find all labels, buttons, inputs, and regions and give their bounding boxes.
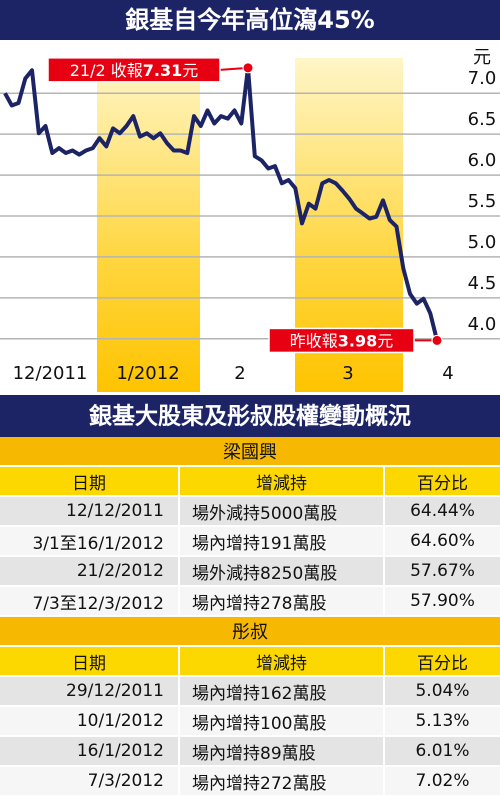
data-row: 10/1/2012 場內增持100萬股 5.13% — [0, 707, 500, 737]
price-line — [3, 65, 439, 341]
annotation-box — [268, 327, 415, 354]
title-bar — [0, 0, 500, 40]
y-tick-label: 6.5 — [468, 109, 497, 130]
y-tick-label: 4.0 — [468, 314, 497, 335]
column-header: 增減持 — [180, 467, 385, 497]
column-header: 增減持 — [180, 647, 385, 677]
month-band — [97, 58, 200, 392]
cell: 7/3至12/3/2012 — [0, 587, 180, 617]
cell: 場內增持89萬股 — [180, 737, 385, 767]
data-row: 29/12/2011 場內增持162萬股 5.04% — [0, 677, 500, 707]
chart-title: 銀基自今年高位瀉45% — [125, 6, 374, 34]
cell: 7/3/2012 — [0, 767, 180, 797]
section-row: 彤叔 — [0, 617, 500, 647]
cell: 3/1至16/1/2012 — [0, 527, 180, 557]
column-header: 百分比 — [385, 647, 500, 677]
annotation: 21/2 收報7.31元 — [47, 57, 254, 83]
table-title: 銀基大股東及彤叔股權變動概況 — [89, 403, 411, 430]
cell: 場內增持278萬股 — [180, 587, 385, 617]
cell: 6.01% — [385, 737, 500, 767]
annotation-point — [242, 62, 254, 74]
x-tick-label: 3 — [342, 363, 353, 384]
annotation-box — [47, 57, 221, 83]
y-tick-label: 5.0 — [468, 232, 497, 253]
table: 梁國興 日期 增減持 百分比 12/12/2011 場外減持5000萬股 64.44% 3/1… — [0, 437, 500, 797]
cell: 57.90% — [385, 587, 500, 617]
cell: 7.02% — [385, 767, 500, 797]
cell: 57.67% — [385, 557, 500, 587]
data-row: 3/1至16/1/2012 場內增持191萬股 64.60% — [0, 527, 500, 557]
cell: 場內增持162萬股 — [180, 677, 385, 707]
annotation-text: 昨收報3.98元 — [290, 331, 394, 350]
x-tick-label: 12/2011 — [13, 363, 88, 384]
cell: 29/12/2011 — [0, 677, 180, 707]
data-row: 7/3至12/3/2012 場內增持278萬股 57.90% — [0, 587, 500, 617]
column-header: 日期 — [0, 647, 180, 677]
cell: 64.60% — [385, 527, 500, 557]
annotation-value: 3.98 — [338, 331, 377, 350]
cell: 場外減持8250萬股 — [180, 557, 385, 587]
annotation: 昨收報3.98元 — [268, 327, 443, 354]
cell: 10/1/2012 — [0, 707, 180, 737]
annotation-date: 21/2 — [70, 60, 106, 79]
cell: 64.44% — [385, 497, 500, 527]
data-row: 16/1/2012 場內增持89萬股 6.01% — [0, 737, 500, 767]
header-row: 日期 增減持 百分比 — [0, 647, 500, 677]
annotation-point — [431, 334, 443, 346]
y-unit: 元 — [473, 47, 491, 68]
data-row: 21/2/2012 場外減持8250萬股 57.67% — [0, 557, 500, 587]
cell: 12/12/2011 — [0, 497, 180, 527]
cell: 場內增持191萬股 — [180, 527, 385, 557]
y-tick-label: 4.5 — [468, 273, 497, 294]
column-header: 百分比 — [385, 467, 500, 497]
section-name: 梁國興 — [0, 437, 500, 467]
section-row: 梁國興 — [0, 437, 500, 467]
header-row: 日期 增減持 百分比 — [0, 467, 500, 497]
y-tick-label: 5.5 — [468, 191, 497, 212]
x-tick-label: 1/2012 — [116, 363, 179, 384]
annotation-value: 7.31 — [143, 60, 182, 79]
annotation-text: 昨收報 — [290, 331, 338, 350]
cell: 場內增持100萬股 — [180, 707, 385, 737]
cell: 21/2/2012 — [0, 557, 180, 587]
cell: 16/1/2012 — [0, 737, 180, 767]
x-tick-label: 2 — [234, 363, 245, 384]
annotation-text: 收報 — [111, 60, 143, 79]
cell: 場外減持5000萬股 — [180, 497, 385, 527]
data-row: 7/3/2012 場內增持272萬股 7.02% — [0, 767, 500, 797]
cell: 場內增持272萬股 — [180, 767, 385, 797]
y-tick-label: 6.0 — [468, 150, 497, 171]
annotation-text: 21/2 收報7.31元 — [70, 60, 199, 79]
chart: 銀基自今年高位瀉45% 元 銀基大股東及彤叔股權變動概況 12/2011 1/20… — [0, 0, 500, 437]
table-title-bar — [0, 395, 500, 437]
data-row: 12/12/2011 場外減持5000萬股 64.44% — [0, 497, 500, 527]
y-tick-label: 7.0 — [468, 68, 497, 89]
cell: 5.13% — [385, 707, 500, 737]
cell: 5.04% — [385, 677, 500, 707]
annotation-unit: 元 — [377, 331, 393, 350]
column-header: 日期 — [0, 467, 180, 497]
annotation-unit: 元 — [182, 60, 198, 79]
x-tick-label: 4 — [442, 363, 453, 384]
section-name: 彤叔 — [0, 617, 500, 647]
